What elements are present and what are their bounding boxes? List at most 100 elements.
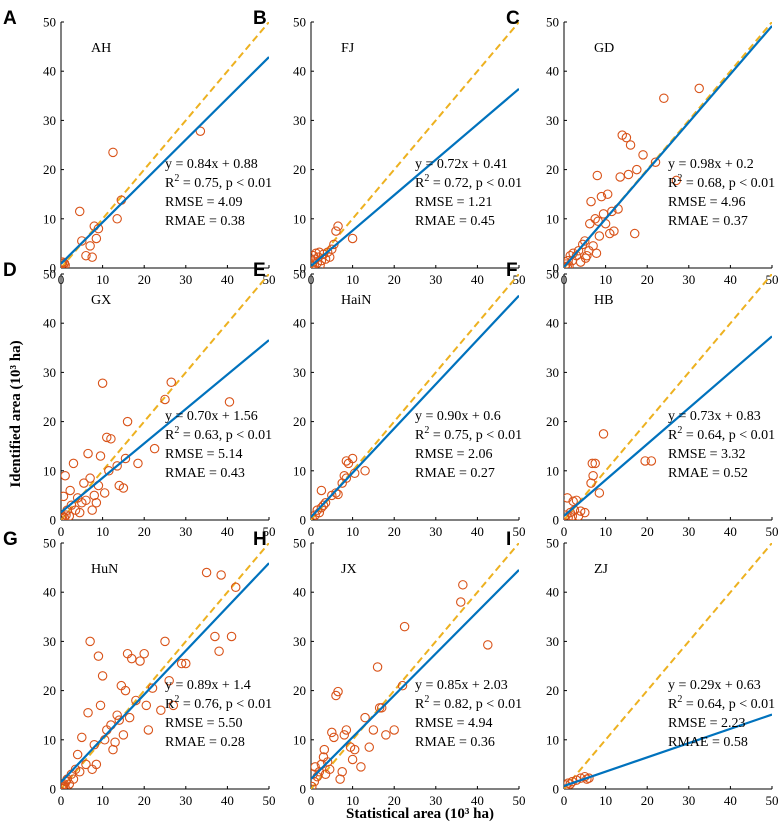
x-tick-label: 30 xyxy=(429,793,442,808)
data-point xyxy=(87,505,97,515)
data-point xyxy=(598,209,609,219)
y-tick-label: 30 xyxy=(546,113,559,128)
data-point xyxy=(615,172,625,182)
stat-line: R2 = 0.75, p < 0.01 xyxy=(415,425,522,443)
y-tick-label: 0 xyxy=(50,782,57,797)
data-point xyxy=(339,730,350,740)
x-tick-label: 20 xyxy=(641,524,654,539)
data-point xyxy=(640,456,650,466)
data-point xyxy=(607,206,617,217)
stat-line: R2 = 0.64, p < 0.01 xyxy=(668,694,775,712)
stat-line: RMSE = 4.09 xyxy=(165,195,243,210)
y-tick-label: 40 xyxy=(43,64,56,79)
data-point xyxy=(368,725,379,735)
data-point xyxy=(68,458,79,469)
stat-line: RMAE = 0.58 xyxy=(668,735,748,750)
x-tick-label: 0 xyxy=(58,524,65,539)
fit-line xyxy=(564,25,772,268)
fit-line xyxy=(564,713,772,787)
data-point xyxy=(122,416,133,427)
data-point xyxy=(575,506,586,516)
x-tick-label: 40 xyxy=(471,793,484,808)
data-point xyxy=(483,640,493,650)
data-point xyxy=(230,582,241,593)
stat-line: R2 = 0.72, p < 0.01 xyxy=(415,173,522,191)
data-point xyxy=(108,744,118,755)
y-tick-label: 30 xyxy=(293,365,306,380)
data-point xyxy=(638,150,648,160)
data-point xyxy=(327,244,337,255)
y-tick-label: 50 xyxy=(43,15,56,30)
y-tick-label: 0 xyxy=(553,261,560,276)
stat-line: RMSE = 1.21 xyxy=(415,195,493,210)
plot-area xyxy=(61,543,269,789)
x-tick-label: 30 xyxy=(682,272,695,287)
stat-line: RMAE = 0.43 xyxy=(165,466,245,481)
panel-letter: B xyxy=(253,8,267,29)
y-tick-label: 10 xyxy=(43,211,56,226)
data-point xyxy=(65,485,75,496)
stat-line: RMSE = 4.94 xyxy=(415,716,493,731)
data-point xyxy=(176,658,187,669)
data-point xyxy=(399,621,410,632)
stat-line: RMSE = 2.23 xyxy=(668,716,746,731)
one-to-one-line xyxy=(564,274,772,520)
data-point xyxy=(623,169,634,180)
y-tick-label: 0 xyxy=(50,261,57,276)
y-tick-label: 10 xyxy=(43,732,56,747)
x-tick-label: 30 xyxy=(179,524,192,539)
x-tick-label: 0 xyxy=(561,524,568,539)
stat-line: y = 0.89x + 1.4 xyxy=(165,678,251,693)
data-point xyxy=(112,710,122,720)
x-tick-label: 40 xyxy=(221,793,234,808)
x-tick-label: 20 xyxy=(388,793,401,808)
y-tick-label: 20 xyxy=(43,162,56,177)
data-point xyxy=(381,730,391,740)
stat-line: y = 0.84x + 0.88 xyxy=(165,157,258,172)
data-point xyxy=(133,458,143,469)
data-point xyxy=(596,191,607,202)
y-tick-label: 20 xyxy=(546,414,559,429)
data-point xyxy=(108,147,118,158)
data-point xyxy=(372,662,383,672)
data-point xyxy=(586,196,596,207)
stat-line: y = 0.90x + 0.6 xyxy=(415,409,501,424)
x-tick-label: 30 xyxy=(429,272,442,287)
data-point xyxy=(397,680,408,691)
region-label: HaiN xyxy=(341,293,371,308)
panel-letter: G xyxy=(3,529,18,550)
data-point xyxy=(341,473,352,483)
one-to-one-line xyxy=(564,543,772,789)
data-point xyxy=(106,434,116,444)
data-point xyxy=(341,725,352,735)
x-tick-label: 20 xyxy=(138,524,151,539)
x-tick-label: 40 xyxy=(724,272,737,287)
data-point xyxy=(118,730,129,740)
data-point xyxy=(320,498,331,508)
data-point xyxy=(564,255,573,266)
data-point xyxy=(168,700,179,711)
panel-letter: D xyxy=(3,260,17,281)
x-tick-label: 0 xyxy=(308,524,315,539)
data-point xyxy=(650,157,661,167)
y-tick-label: 20 xyxy=(43,683,56,698)
y-tick-label: 40 xyxy=(293,64,306,79)
data-point xyxy=(216,570,226,580)
y-tick-label: 30 xyxy=(293,113,306,128)
y-tick-label: 10 xyxy=(43,463,56,478)
data-point xyxy=(347,233,358,244)
y-tick-label: 30 xyxy=(43,113,56,128)
stat-line: RMAE = 0.45 xyxy=(415,214,495,229)
data-point xyxy=(592,170,603,181)
fit-line xyxy=(61,56,269,265)
one-to-one-line xyxy=(564,22,772,268)
data-point xyxy=(591,248,602,258)
data-point xyxy=(585,218,595,229)
data-point xyxy=(347,754,358,765)
data-point xyxy=(580,507,590,518)
data-point xyxy=(567,511,578,520)
